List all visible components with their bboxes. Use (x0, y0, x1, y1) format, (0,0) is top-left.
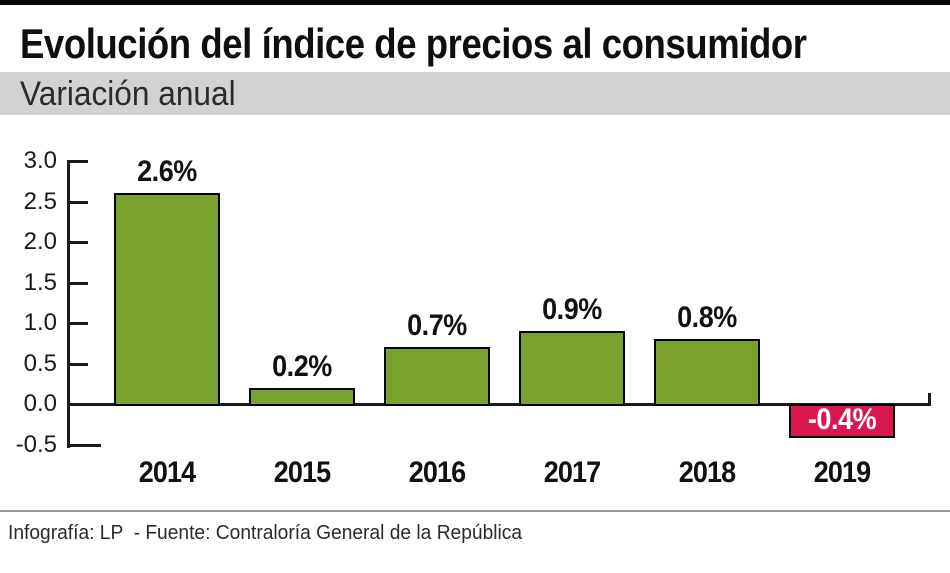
x-axis-label-2017: 2017 (543, 456, 601, 489)
y-axis-label: -0.5 (15, 430, 57, 458)
bar-2017 (519, 331, 625, 406)
value-label-2014: 2.6% (137, 155, 197, 189)
y-axis-label: 3.0 (23, 147, 57, 174)
y-axis-tick (67, 443, 101, 447)
source-credit: Infografía: LP - Fuente: Contraloría Gen… (8, 522, 523, 544)
y-axis-label: 0.5 (23, 349, 57, 377)
footer-rule (0, 510, 950, 512)
bar-2014 (114, 193, 220, 406)
x-axis-label-2016: 2016 (408, 456, 466, 489)
bar-2019 (789, 404, 895, 439)
subtitle-band: Variación anual (0, 72, 950, 115)
x-axis-label-2019: 2019 (813, 456, 871, 489)
page-title: Evolución del índice de precios al consu… (20, 20, 807, 67)
y-axis-tick (67, 200, 88, 204)
value-label-2016: 0.7% (407, 309, 467, 343)
value-label-2019: -0.4% (807, 403, 877, 436)
x-axis-label-2014: 2014 (138, 456, 196, 489)
y-axis-label: 2.5 (23, 187, 57, 215)
value-label-2015: 0.2% (272, 349, 332, 383)
value-label-2017: 0.9% (542, 293, 602, 327)
y-axis-tick (67, 362, 88, 366)
y-axis-tick (67, 241, 88, 244)
bar-2015 (249, 387, 355, 406)
bar-2018 (654, 339, 760, 406)
chart-subtitle: Variación anual (20, 75, 236, 113)
bar-chart: 3.0 2.5 2.0 1.5 1.0 0.5 0.0 -0.5 2.6% 2014 0.2% 201… (0, 130, 950, 505)
x-axis-label-2015: 2015 (273, 456, 331, 489)
y-axis-label: 1.5 (23, 268, 57, 296)
y-axis-label: 2.0 (23, 228, 57, 255)
x-axis-end-tick (928, 393, 931, 405)
y-axis-tick (67, 160, 88, 163)
y-axis-label: 0.0 (23, 390, 57, 417)
value-label-2018: 0.8% (677, 301, 737, 335)
y-axis-tick (67, 322, 88, 325)
y-axis-line (67, 161, 70, 448)
x-axis-baseline (67, 403, 931, 406)
bar-2016 (384, 347, 490, 406)
y-axis-label: 1.0 (23, 309, 57, 336)
y-axis-tick (67, 281, 88, 285)
x-axis-label-2018: 2018 (678, 456, 736, 489)
top-rule (0, 0, 950, 5)
